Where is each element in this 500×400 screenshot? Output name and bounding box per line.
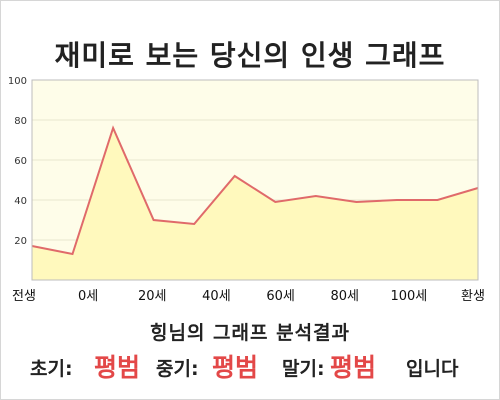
late-label: 말기:: [282, 358, 325, 380]
mid-label: 중기:: [156, 358, 199, 380]
y-tick-label: 80: [14, 116, 27, 127]
x-tick-label: 60세: [266, 289, 295, 304]
result-summary: 초기: 평범 중기: 평범 말기: 평범 입니다: [0, 344, 500, 384]
y-tick-label: 100: [8, 76, 27, 87]
plot-border: [31, 79, 479, 281]
y-tick-label: 60: [14, 156, 27, 167]
x-tick-label: 0세: [78, 289, 98, 304]
x-tick-label: 환생: [461, 289, 485, 304]
result-title: 힝님의 그래프 분석결과: [149, 322, 351, 344]
x-tick-label: 100세: [390, 289, 427, 304]
result-suffix: 입니다: [406, 358, 459, 380]
late-value: 평범: [330, 353, 377, 382]
early-label: 초기:: [30, 358, 73, 380]
x-tick-label: 전생: [12, 289, 36, 304]
life-area-fill: [32, 128, 478, 280]
x-tick-label: 80세: [330, 289, 359, 304]
life-line: [31, 125, 479, 256]
mid-value: 평범: [212, 353, 259, 382]
early-value: 평범: [94, 353, 141, 382]
x-tick-label: 20세: [138, 289, 167, 304]
y-tick-label: 20: [14, 236, 27, 247]
chart-title: 재미로 보는 당신의 인생 그래프: [54, 39, 446, 72]
y-tick-label: 40: [14, 196, 27, 207]
x-axis-ticks: 전생 0세 20세 40세 60세 80세 100세 환생: [12, 289, 485, 304]
x-tick-label: 40세: [202, 289, 231, 304]
y-axis-ticks: 20 40 60 80 100: [8, 76, 27, 247]
